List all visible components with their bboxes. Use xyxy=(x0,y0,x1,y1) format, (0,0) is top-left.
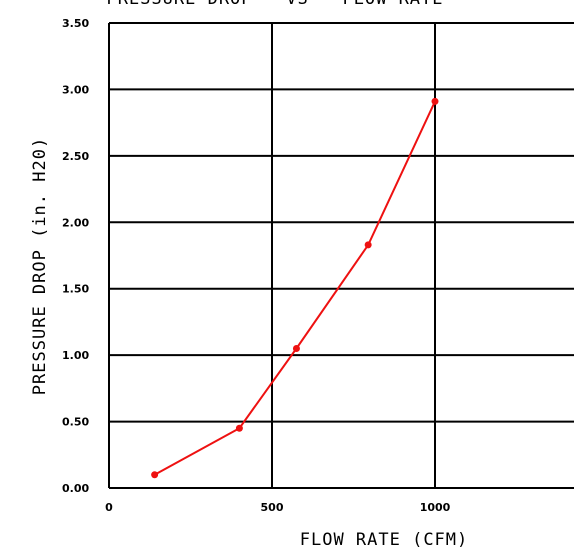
data-series xyxy=(151,97,439,479)
x-tick-label: 500 xyxy=(261,501,284,514)
y-tick-label: 0.00 xyxy=(62,482,89,495)
chart-title: PRESSURE DROP - VS - FLOW RATE xyxy=(106,0,443,9)
y-tick-label: 0.50 xyxy=(62,416,89,429)
data-point-2 xyxy=(292,345,300,352)
y-axis-ticks: 0.00 0.50 1.00 1.50 2.00 2.50 3.00 3.50 xyxy=(62,17,89,495)
y-tick-label: 2.00 xyxy=(62,216,89,229)
x-tick-label: 0 xyxy=(105,501,113,514)
y-tick-label: 3.00 xyxy=(62,83,89,96)
y-tick-label: 3.50 xyxy=(62,17,89,30)
x-axis-ticks: 0 500 1000 xyxy=(105,501,450,514)
data-point-4 xyxy=(431,97,439,105)
data-point-1 xyxy=(235,424,243,432)
data-point-3 xyxy=(364,241,372,249)
y-tick-label: 1.00 xyxy=(62,349,89,362)
y-tick-label: 2.50 xyxy=(62,150,89,163)
x-tick-label: 1000 xyxy=(420,501,451,514)
data-point-0 xyxy=(151,471,159,479)
x-axis-title: FLOW RATE (CFM) xyxy=(300,530,469,550)
grid-lines xyxy=(108,22,574,489)
y-tick-label: 1.50 xyxy=(62,283,89,296)
y-axis-title: PRESSURE DROP (in. H20) xyxy=(30,137,50,395)
